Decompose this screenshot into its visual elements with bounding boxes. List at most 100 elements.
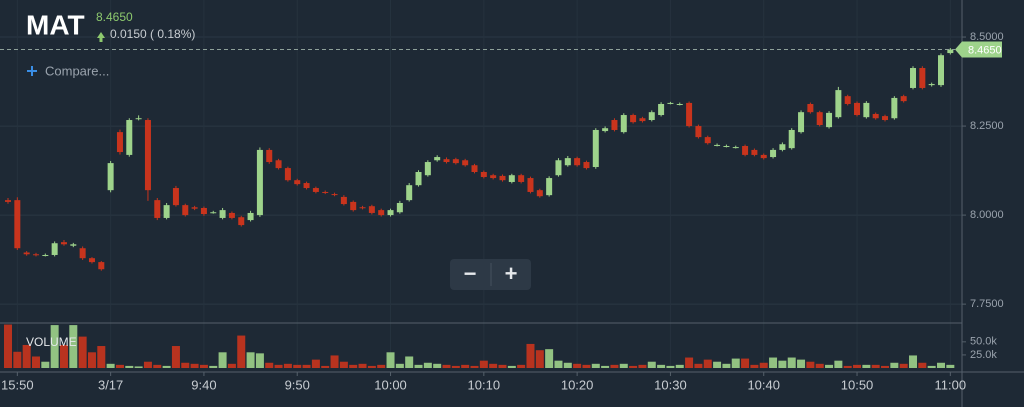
volume-bar: [881, 365, 890, 368]
volume-bar: [890, 362, 899, 368]
candle-body: [266, 149, 273, 163]
x-tick-label: 10:30: [654, 377, 687, 392]
volume-tick-label: 25.0k: [970, 349, 997, 361]
candle-body: [182, 205, 189, 216]
y-tick-label: 8.2500: [970, 120, 1004, 132]
volume-bar: [507, 365, 516, 368]
volume-bar: [713, 361, 722, 368]
candle-body: [751, 149, 758, 155]
volume-bar: [675, 364, 684, 368]
candle-body: [518, 175, 525, 182]
candle-body: [378, 210, 385, 216]
candle-body: [238, 217, 245, 226]
candle-body: [424, 162, 431, 176]
candle-body: [648, 112, 655, 121]
x-tick-label: 11:00: [935, 377, 967, 392]
volume-bar: [694, 363, 703, 368]
volume-bar: [685, 357, 694, 368]
x-tick-label: 3/17: [98, 377, 123, 392]
candle-body: [219, 210, 226, 218]
y-tick-label: 8.5000: [970, 31, 1004, 43]
volume-bar: [115, 364, 124, 368]
volume-bar: [274, 364, 283, 368]
volume-bar: [946, 364, 955, 368]
volume-bar: [171, 346, 180, 368]
volume-bar: [666, 365, 675, 368]
volume-bar: [638, 364, 647, 368]
candle-body: [462, 160, 469, 166]
candle-body: [126, 120, 133, 155]
candle-body: [42, 254, 49, 256]
x-tick-label: 9:50: [285, 377, 310, 392]
volume-bar: [283, 363, 292, 368]
candle-body: [5, 200, 11, 202]
x-tick-label: 9:40: [191, 377, 216, 392]
volume-bar: [377, 364, 386, 368]
grid: [0, 36, 962, 305]
candle-body: [639, 118, 646, 122]
volume-bar: [4, 324, 12, 368]
candle-body: [583, 162, 590, 169]
candle-body: [658, 103, 665, 116]
candle-body: [256, 149, 263, 216]
x-tick-label: 10:20: [561, 377, 594, 392]
compare-button[interactable]: Compare...: [27, 63, 109, 78]
candle-body: [471, 165, 478, 173]
candle-body: [592, 129, 599, 168]
volume-bar: [778, 360, 787, 368]
volume-bar: [545, 349, 554, 368]
zoom-out[interactable]: −: [464, 261, 477, 286]
volume-bar: [414, 364, 423, 368]
candle-body: [107, 163, 114, 191]
volume-bar: [554, 360, 563, 368]
candle-body: [900, 96, 907, 102]
symbol: MAT: [26, 9, 85, 40]
volume-bar: [909, 355, 918, 368]
volume-bar: [451, 365, 460, 368]
volume-bar: [619, 363, 628, 368]
volume-bar: [461, 364, 470, 368]
volume-bar: [489, 363, 498, 368]
candle-body: [732, 147, 739, 149]
volume-bar: [843, 365, 852, 368]
candle-body: [144, 120, 151, 191]
candle-body: [863, 102, 870, 118]
zoom-in[interactable]: +: [505, 261, 518, 286]
volume-bar: [834, 360, 843, 368]
candle-body: [210, 212, 217, 214]
volume-bar: [927, 365, 936, 368]
candle-body: [480, 172, 487, 177]
volume-bar: [386, 352, 395, 368]
volume-bar: [153, 364, 162, 368]
candle-body: [602, 128, 609, 132]
volume-label: VOLUME: [26, 335, 77, 349]
candle-body: [695, 126, 702, 138]
candle-body: [807, 103, 814, 113]
candle-body: [88, 258, 95, 263]
candle-body: [191, 207, 198, 209]
candle-body: [508, 175, 515, 182]
compare-label: Compare...: [45, 63, 109, 78]
volume-bar: [787, 357, 796, 368]
volume-bar: [442, 364, 451, 368]
candle-body: [947, 49, 954, 54]
last-price-label: 8.4650: [968, 44, 1002, 56]
candle-body: [284, 168, 291, 181]
candle-body: [490, 175, 497, 179]
candle-body: [14, 200, 21, 249]
volume-bar: [731, 358, 740, 368]
volume-bar: [862, 364, 871, 368]
candle-body: [247, 212, 254, 221]
plot: [0, 48, 955, 368]
volume-bar: [871, 364, 880, 368]
volume-bar: [227, 363, 236, 368]
candle-body: [340, 196, 347, 205]
volume-bar: [470, 365, 479, 368]
volume-bar: [899, 363, 908, 368]
volume-bar: [629, 365, 638, 368]
volume-bar: [106, 363, 115, 368]
candle-body: [499, 175, 506, 181]
volume-bar: [265, 362, 274, 368]
